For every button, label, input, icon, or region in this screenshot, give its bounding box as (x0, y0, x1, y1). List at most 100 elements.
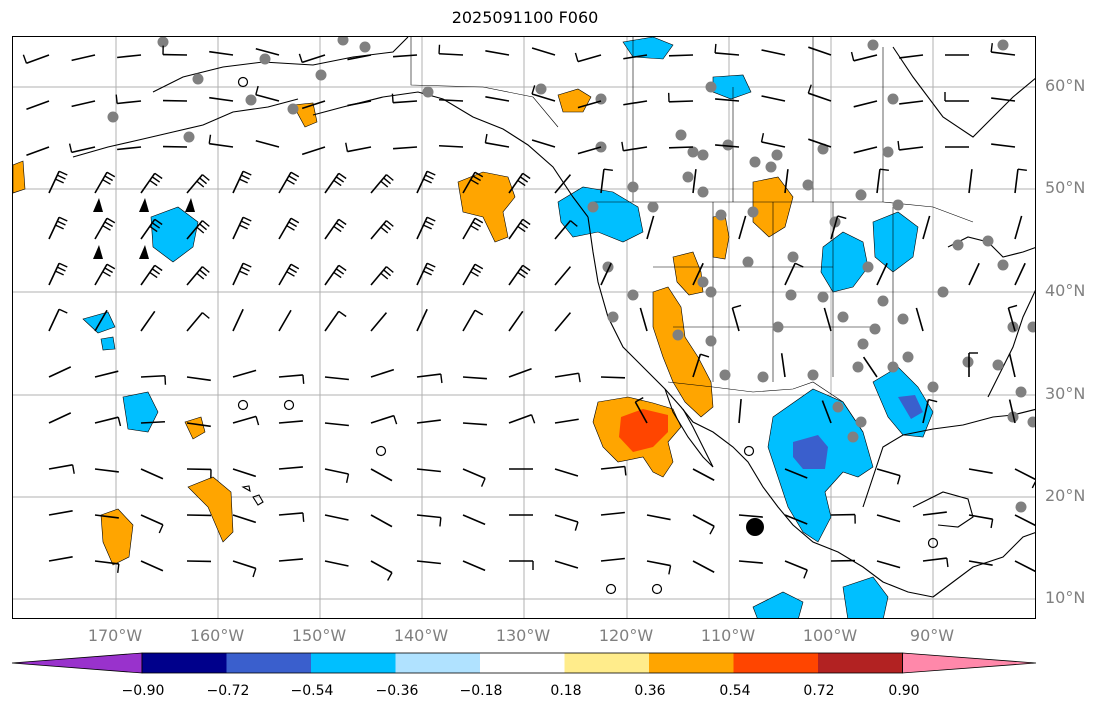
wind-barb-37 (668, 92, 694, 103)
anomaly-positive-alaska (557, 88, 592, 113)
wind-barb-205 (324, 514, 349, 521)
anomaly-negative-nwt (712, 74, 752, 100)
wind-barb-17 (808, 46, 832, 56)
wind-barb-69 (48, 170, 68, 194)
wind-barb-28 (255, 85, 280, 102)
wind-barb-72 (186, 174, 210, 194)
wind-barb-165 (186, 422, 211, 428)
station-40 (697, 276, 709, 288)
colorbar-min-extend (11, 652, 143, 674)
wind-barb-60 (668, 146, 694, 149)
station-44 (817, 291, 829, 303)
wind-barb-2 (117, 54, 142, 59)
station-22 (749, 156, 761, 168)
calm-1 (237, 399, 249, 411)
anomaly-positive-west-edge (13, 160, 26, 194)
wind-barb-157 (780, 353, 786, 378)
wind-barb-155 (600, 376, 626, 379)
wind-barb-164 (140, 420, 166, 424)
wind-barb-171 (462, 422, 487, 426)
wind-barb-214 (738, 514, 763, 518)
anomaly-negative-south (752, 591, 804, 618)
coastline-aleutians (72, 98, 299, 158)
wind-barb-213 (692, 514, 715, 535)
wind-barb-61 (715, 144, 740, 148)
wind-barb-189 (462, 468, 486, 487)
wind-barb-141 (1007, 304, 1018, 332)
station-66 (1007, 321, 1019, 333)
wind-barb-186 (324, 468, 350, 483)
wind-barb-177 (922, 398, 938, 424)
station-75 (857, 338, 869, 350)
station-2 (359, 41, 371, 53)
station-49 (952, 239, 964, 251)
wind-barb-35 (577, 100, 602, 109)
wind-barb-235 (646, 560, 672, 575)
station-72 (847, 431, 859, 443)
wind-barb-115 (462, 263, 484, 286)
wind-barb-89 (94, 217, 116, 240)
wind-barb-208 (462, 514, 486, 526)
wind-barb-52 (301, 146, 326, 156)
wind-barb-134 (462, 309, 484, 332)
map-canvas[interactable] (13, 37, 1036, 619)
map-panel[interactable] (12, 36, 1036, 619)
wind-barb-92 (232, 216, 252, 240)
wind-pennant-1 (139, 198, 149, 212)
wind-barb-234 (600, 557, 625, 562)
graticule (13, 37, 1035, 618)
wind-barb-242 (968, 560, 993, 566)
station-33 (892, 199, 904, 211)
wind-barb-125 (48, 308, 68, 332)
wind-barb-41 (853, 100, 878, 108)
wind-barbs (22, 43, 1035, 581)
wind-barb-131 (324, 310, 347, 332)
wind-barb-153 (508, 368, 532, 378)
wind-barb-113 (370, 266, 394, 286)
wind-barb-140 (915, 307, 924, 332)
lon-label-110w: 110°W (700, 626, 756, 645)
colorbar-segment-3 (311, 653, 396, 673)
wind-barb-1 (71, 54, 96, 62)
station-55 (672, 329, 684, 341)
colorbar-label-10: 0.90 (888, 683, 920, 699)
wind-barb-227 (278, 558, 303, 562)
colorbar-label-8: 0.54 (719, 683, 751, 699)
coastline-baja (664, 388, 714, 468)
coastline-yucatan (912, 491, 974, 528)
wind-barb-53 (345, 142, 372, 153)
wind-barb-119 (692, 262, 704, 286)
wind-barb-11 (531, 47, 556, 56)
station-15 (997, 39, 1009, 51)
station-76 (869, 323, 881, 335)
wind-barb-197 (1014, 468, 1035, 489)
lat-label-10: 10°N (1045, 588, 1086, 607)
station-77 (772, 321, 784, 333)
wind-barb-215 (784, 514, 808, 525)
anomaly-positive-pacific-c (184, 416, 206, 440)
anomaly-strong-mexico (793, 435, 828, 469)
lon-label-90w: 90°W (909, 626, 955, 645)
anomaly-positive-southwest (652, 286, 714, 418)
station-35 (647, 201, 659, 213)
station-10 (422, 86, 434, 98)
wind-barb-29 (301, 100, 326, 110)
anomaly-positive-pacific-b (100, 508, 134, 566)
wind-barb-39 (761, 95, 786, 102)
wind-barb-23 (26, 100, 50, 110)
colorbar-segment-5 (480, 653, 565, 673)
wind-barb-77 (416, 170, 436, 194)
wind-barb-175 (738, 399, 742, 424)
lon-label-160w: 160°W (189, 626, 245, 645)
station-41 (705, 286, 717, 298)
wind-barb-36 (623, 100, 648, 106)
station-19 (687, 146, 699, 158)
station-48 (937, 286, 949, 298)
coastline-central-america (932, 532, 1035, 598)
station-71 (1015, 501, 1027, 513)
wind-barb-217 (876, 514, 901, 523)
wind-barb-76 (370, 174, 394, 194)
wind-barb-154 (554, 372, 581, 383)
wind-barb-203 (232, 514, 257, 524)
wind-barb-210 (554, 514, 579, 531)
